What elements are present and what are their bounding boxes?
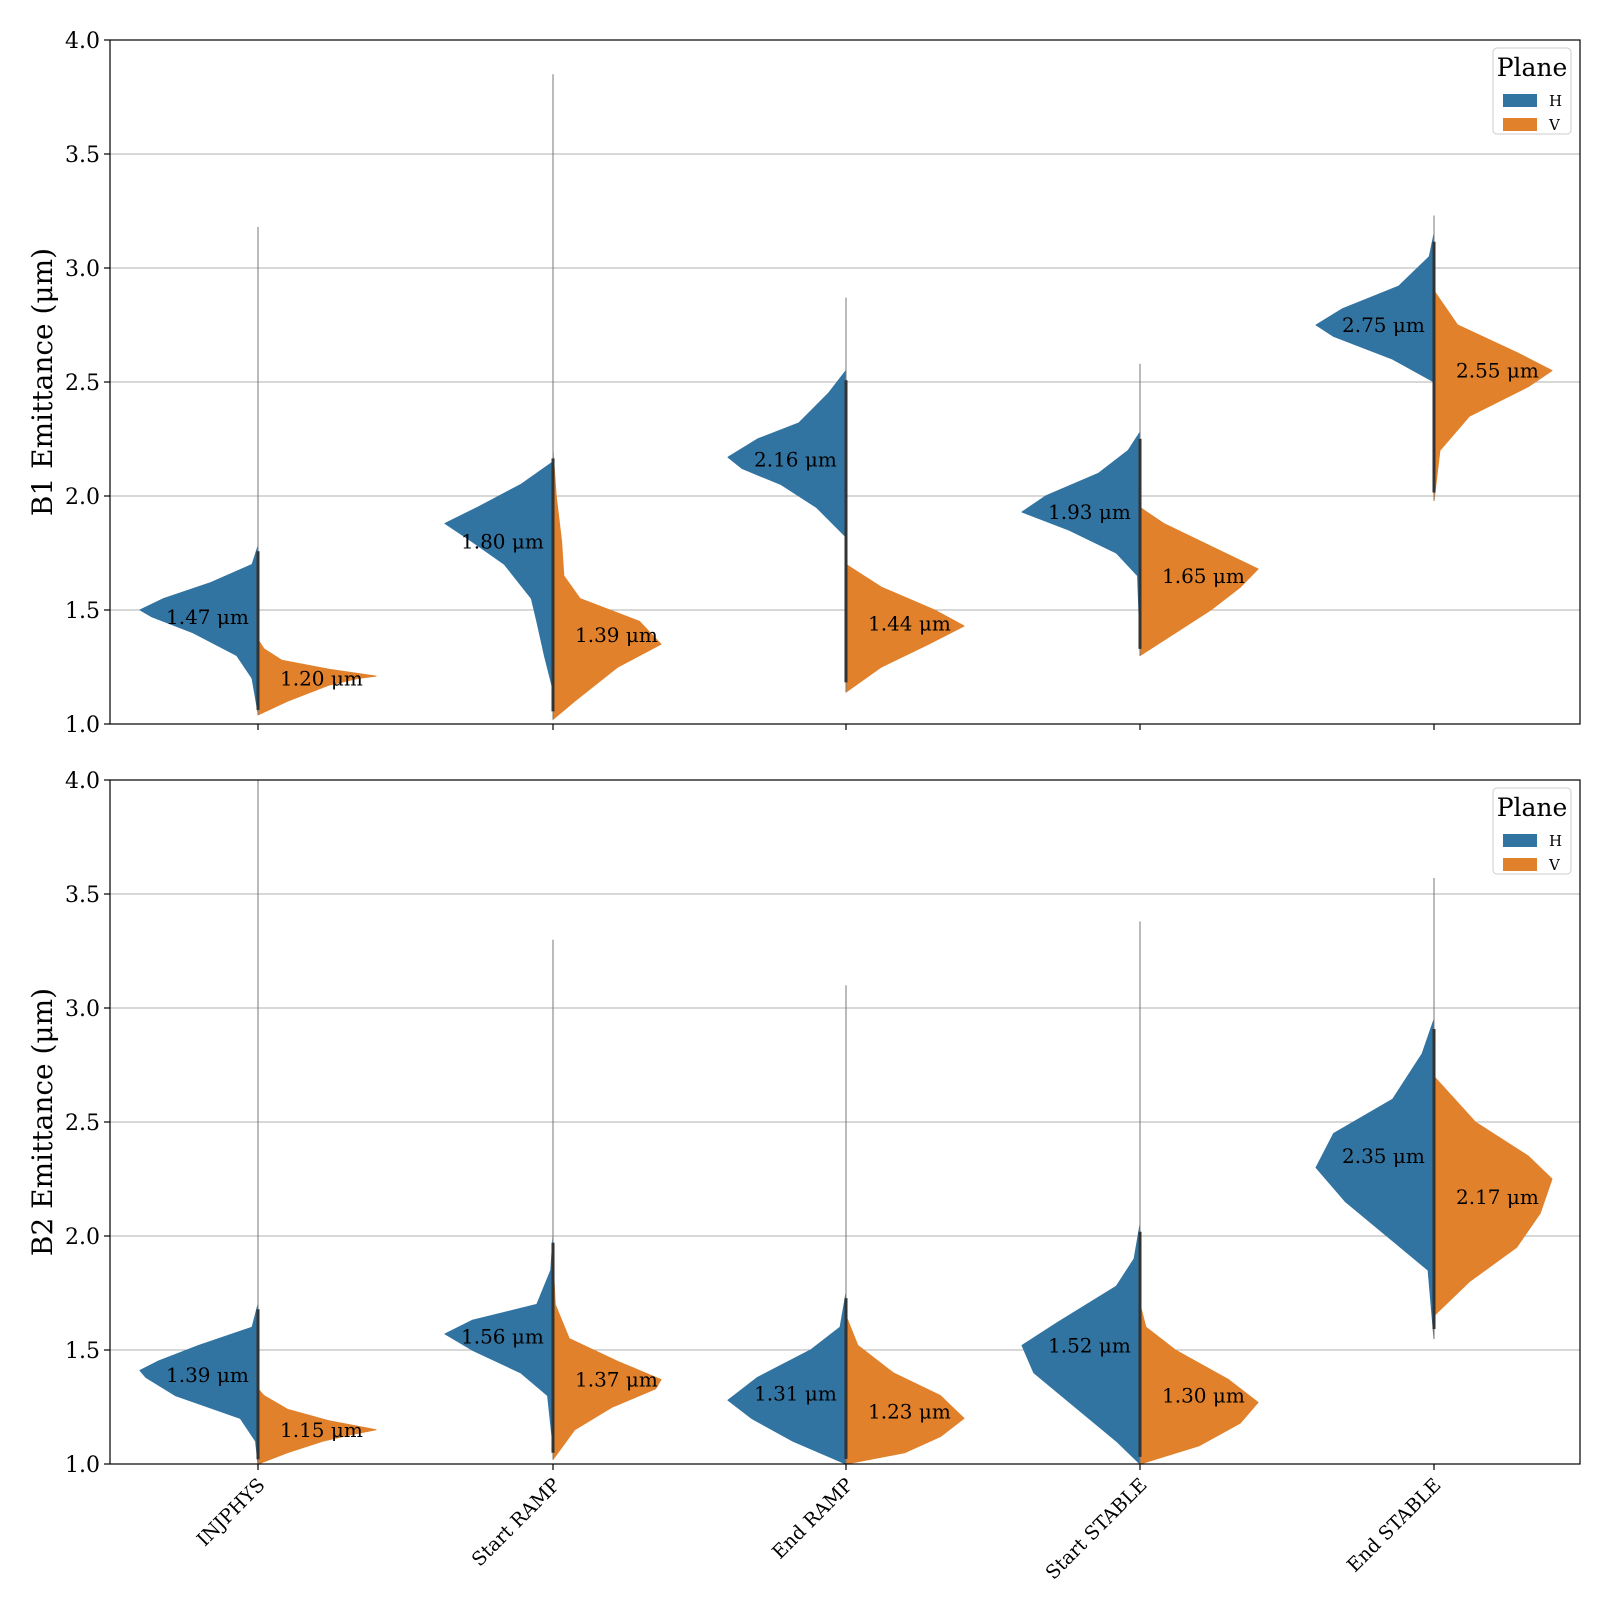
violin-v (845, 1315, 965, 1465)
violin-h (727, 370, 847, 538)
y-tick-label: 4.0 (65, 29, 100, 54)
legend-label: V (1548, 116, 1561, 134)
legend-label: H (1549, 92, 1562, 110)
violin-v (1139, 506, 1259, 657)
legend-box (1492, 47, 1572, 135)
legend-swatch-v (1503, 118, 1537, 131)
violin-v (1139, 1303, 1259, 1465)
median-label: 1.31 μm (754, 1381, 837, 1405)
plot-frame (109, 779, 1581, 1465)
violin-h (1315, 233, 1435, 383)
median-label: 2.16 μm (754, 448, 837, 472)
legend-swatch-h (1503, 834, 1537, 847)
y-axis-label: B2 Emittance (μm) (26, 988, 59, 1256)
median-label: 1.47 μm (166, 605, 249, 629)
x-tick-label: End RAMP (768, 1474, 858, 1564)
violin-h (1021, 1224, 1141, 1465)
legend-box (1492, 787, 1572, 875)
median-label: 1.39 μm (166, 1363, 249, 1387)
y-tick-label: 3.0 (65, 257, 100, 282)
violin-v (257, 639, 377, 716)
violin-h (139, 1303, 259, 1465)
median-label: 1.15 μm (280, 1418, 363, 1442)
median-label: 1.65 μm (1162, 564, 1245, 588)
violin-h (727, 1292, 847, 1465)
y-tick-label: 2.0 (65, 1225, 100, 1250)
legend-swatch-v (1503, 858, 1537, 871)
legend-title: Plane (1497, 53, 1568, 82)
violin-h (1315, 1018, 1435, 1340)
y-tick-label: 1.5 (65, 599, 100, 624)
legend-swatch-h (1503, 94, 1537, 107)
median-label: 1.80 μm (461, 530, 544, 554)
x-tick-label: Start RAMP (468, 1474, 565, 1571)
violin-v (845, 563, 965, 693)
y-tick-label: 2.5 (65, 1111, 100, 1136)
median-label: 1.37 μm (575, 1368, 658, 1392)
legend-label: H (1549, 832, 1562, 850)
x-tick-label: End STABLE (1343, 1474, 1446, 1577)
violin-v (257, 1388, 377, 1465)
median-label: 2.35 μm (1342, 1144, 1425, 1168)
y-tick-label: 3.0 (65, 997, 100, 1022)
legend: Plane HV (1492, 47, 1572, 135)
median-label: 1.39 μm (575, 623, 658, 647)
median-label: 2.55 μm (1456, 359, 1539, 383)
y-tick-label: 3.5 (65, 143, 100, 168)
legend-label: V (1548, 856, 1561, 874)
violin-v (552, 1258, 662, 1460)
violin-h (1021, 431, 1141, 643)
panel-b2: 1.0 1.5 2.0 2.5 3.0 3.5 4.0 1.39 μm 1.56 μm 1.31 … (26, 769, 1581, 1584)
median-label: 1.20 μm (280, 666, 363, 690)
violin-v (1433, 1075, 1553, 1317)
median-label: 1.30 μm (1162, 1384, 1245, 1408)
violin-v (552, 449, 662, 720)
y-tick-label: 2.5 (65, 371, 100, 396)
median-label: 2.75 μm (1342, 313, 1425, 337)
violin-h (444, 461, 554, 691)
x-tick-label: INJPHYS (193, 1474, 270, 1551)
violin-v (1433, 290, 1553, 502)
y-tick-label: 2.0 (65, 485, 100, 510)
y-axis-label: B1 Emittance (μm) (26, 248, 59, 516)
x-tick-label: Start STABLE (1042, 1474, 1152, 1584)
y-tick-label: 3.5 (65, 883, 100, 908)
median-label: 1.23 μm (868, 1400, 951, 1424)
legend: Plane HV (1492, 787, 1572, 875)
y-tick-label: 1.0 (65, 713, 100, 738)
y-tick-label: 1.0 (65, 1453, 100, 1478)
median-label: 2.17 μm (1456, 1185, 1539, 1209)
median-label: 1.56 μm (461, 1324, 544, 1348)
legend-title: Plane (1497, 793, 1568, 822)
median-label: 1.44 μm (868, 612, 951, 636)
panel-b1: 1.0 1.5 2.0 2.5 3.0 3.5 4.0 1.47 μm 1.80 μm 2.16 … (26, 29, 1581, 738)
violin-h (139, 545, 259, 714)
plot-frame (109, 39, 1581, 725)
y-tick-label: 1.5 (65, 1339, 100, 1364)
y-tick-label: 4.0 (65, 769, 100, 794)
median-label: 1.93 μm (1048, 500, 1131, 524)
median-label: 1.52 μm (1048, 1333, 1131, 1357)
